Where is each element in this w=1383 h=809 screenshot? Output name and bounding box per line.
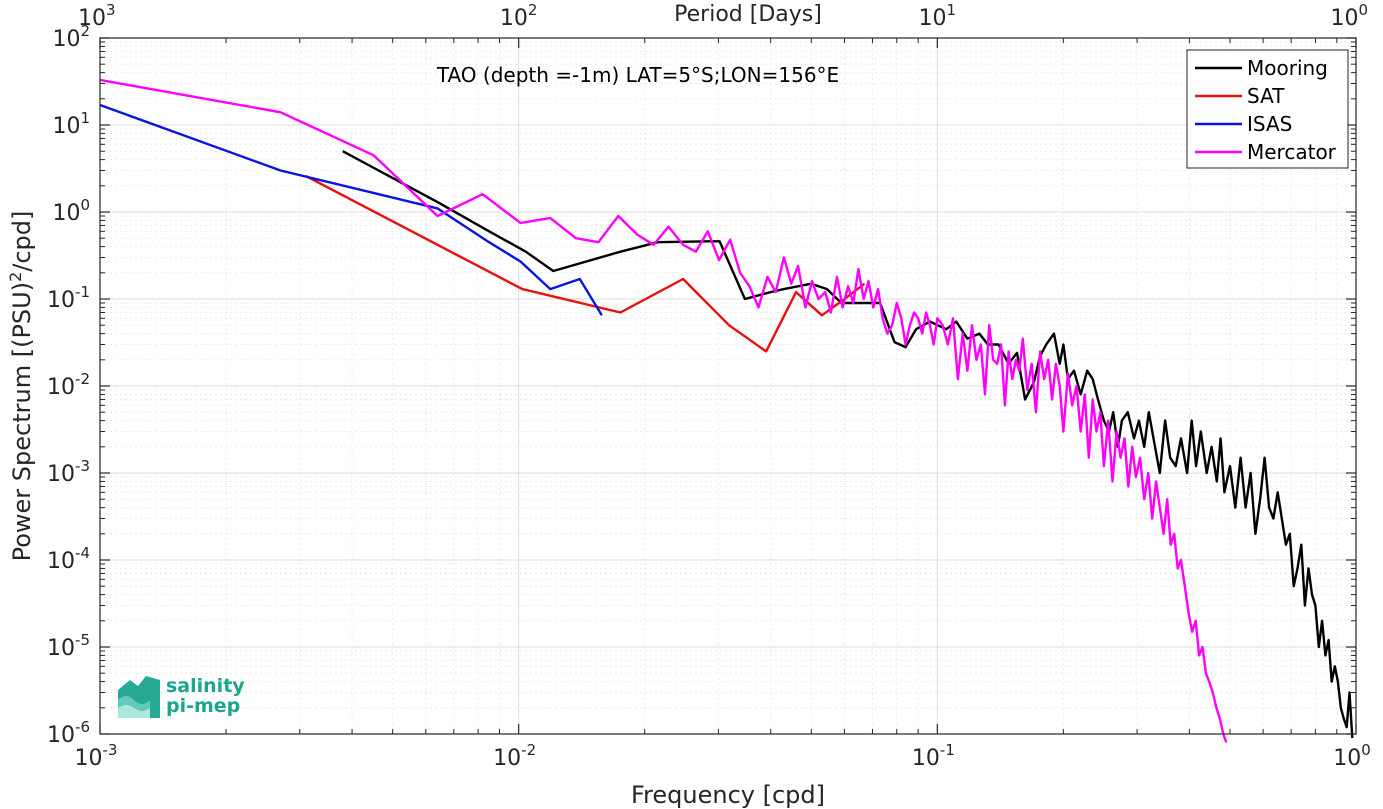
series-line-mooring	[342, 150, 1354, 739]
legend-box	[1186, 49, 1349, 169]
top-tick-label-3: 100	[1330, 1, 1368, 31]
series-line-isas	[99, 103, 603, 316]
chart-title: TAO (depth =-1m) LAT=5°S;LON=156°E	[436, 63, 839, 87]
y-axis-title: Power Spectrum [(PSU)2/cpd]	[6, 211, 37, 562]
y-tick-label-6: 10-4	[47, 544, 90, 574]
y-tick-label-5: 10-3	[47, 457, 90, 487]
series-line-mercator	[99, 78, 1228, 743]
y-tick-label-8: 10-6	[47, 718, 90, 748]
x-tick-label-3: 100	[1333, 741, 1371, 771]
top-tick-label-0: 103	[78, 1, 116, 31]
legend-label-mooring: Mooring	[1247, 56, 1328, 80]
top-axis-title: Period [Days]	[674, 2, 822, 27]
x-tick-label-2: 10-1	[912, 741, 955, 771]
x-tick-label-1: 10-2	[493, 741, 536, 771]
legend: Mooring SAT ISAS Mercator	[1186, 49, 1349, 169]
axis-ticks	[99, 37, 1357, 735]
top-tick-label-1: 102	[500, 1, 538, 31]
top-tick-label-2: 101	[919, 1, 957, 31]
x-axis-title: Frequency [cpd]	[631, 781, 825, 809]
logo-line1: salinity	[166, 675, 245, 697]
y-tick-label-7: 10-5	[47, 631, 90, 661]
series-lines	[99, 78, 1354, 743]
x-tick-label-0: 10-3	[75, 741, 118, 771]
y-tick-label-2: 100	[52, 196, 90, 226]
logo-line2: pi-mep	[166, 695, 240, 717]
y-axis-title-main: Power Spectrum [(PSU)	[8, 282, 36, 561]
legend-label-mercator: Mercator	[1247, 140, 1337, 164]
legend-label-sat: SAT	[1247, 84, 1285, 108]
y-tick-label-0: 102	[52, 22, 90, 52]
salinity-pimep-logo: salinity pi-mep	[118, 675, 245, 718]
y-tick-label-3: 10-1	[47, 283, 90, 313]
y-tick-label-4: 10-2	[47, 370, 90, 400]
legend-label-isas: ISAS	[1247, 112, 1292, 136]
series-line-sat	[305, 174, 866, 353]
y-axis-title-tail: /cpd]	[8, 211, 36, 272]
y-tick-label-1: 101	[52, 109, 90, 139]
y-axis-title-sup: 2	[6, 272, 25, 282]
